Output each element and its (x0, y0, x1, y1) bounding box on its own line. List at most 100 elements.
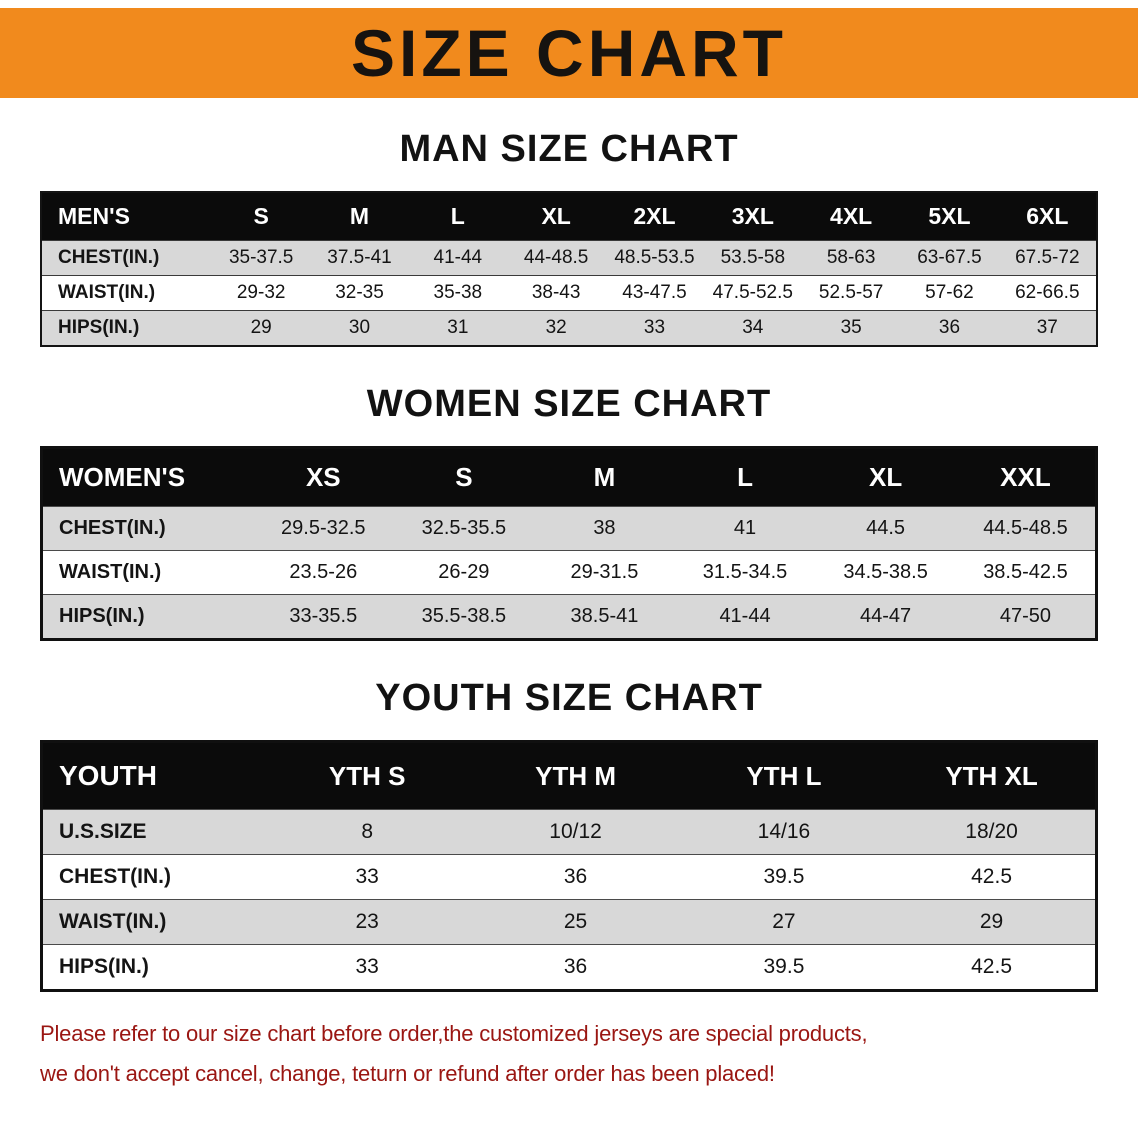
value-cell: 33 (643, 317, 666, 338)
value-cell: 29 (250, 317, 272, 338)
size-header-cell: 4XL (801, 192, 901, 241)
value-cell: 35 (840, 317, 862, 338)
row-label-cell: WAIST(IN.) (59, 561, 162, 583)
value-cell: 33-35.5 (289, 605, 358, 627)
table-row: WAIST(IN.) 23.5-26 26-29 29-31.5 31.5-34.5 34… (41, 550, 1097, 595)
value-cell: 42.5 (971, 955, 1012, 978)
value-cell: 14/16 (757, 820, 811, 843)
men-size-table: MEN'S S M L XL 2XL 3XL 4XL 5XL 6XL CHEST(IN.) 35-37… (40, 191, 1098, 347)
row-label-cell: HIPS(IN.) (59, 605, 145, 627)
value-cell: 39.5 (763, 865, 805, 888)
size-header-cell: XS (253, 447, 394, 507)
value-cell: 67.5-72 (1015, 247, 1080, 268)
value-cell: 44-47 (860, 605, 912, 627)
value-cell: 29.5-32.5 (281, 517, 366, 539)
value-cell: 38.5-42.5 (983, 561, 1068, 583)
value-cell: 27 (772, 910, 796, 933)
value-cell: 38-43 (531, 282, 581, 303)
value-cell: 42.5 (971, 865, 1012, 888)
value-cell: 41-44 (433, 247, 483, 268)
table-row: CHEST(IN.) 33 36 39.5 42.5 (41, 854, 1097, 900)
value-cell: 43-47.5 (622, 282, 687, 303)
value-cell: 34 (742, 317, 764, 338)
table-row: HIPS(IN.) 29 30 31 32 33 34 35 36 37 (41, 310, 1097, 346)
women-section-heading: WOMEN SIZE CHART (366, 383, 772, 425)
value-cell: 62-66.5 (1015, 282, 1080, 303)
value-cell: 48.5-53.5 (614, 247, 695, 268)
size-header-cell: 6XL (998, 192, 1097, 241)
value-cell: 44.5 (866, 517, 906, 539)
size-header-cell: 5XL (900, 192, 999, 241)
value-cell: 26-29 (438, 561, 490, 583)
row-label-cell: U.S.SIZE (59, 820, 147, 843)
value-cell: 53.5-58 (720, 247, 786, 268)
value-cell: 47.5-52.5 (712, 282, 793, 303)
size-header-cell: M (310, 192, 409, 241)
youth-section: YOUTH SIZE CHART YOUTH YTH S YTH M YTH L YTH… (0, 677, 1138, 992)
value-cell: 35-38 (433, 282, 483, 303)
value-cell: 58-63 (826, 247, 876, 268)
value-cell: 39.5 (763, 955, 805, 978)
value-cell: 18/20 (965, 820, 1018, 843)
value-cell: 33 (355, 865, 379, 888)
table-row: WAIST(IN.) 29-32 32-35 35-38 38-43 43-47.5 47.… (41, 275, 1097, 311)
value-cell: 25 (563, 910, 588, 933)
banner: SIZE CHART (0, 8, 1138, 98)
value-cell: 29-32 (236, 282, 286, 303)
value-cell: 8 (361, 820, 374, 843)
size-header-cell: YTH M (471, 741, 680, 810)
value-cell: 36 (563, 955, 588, 978)
table-header-row: WOMEN'S XS S M L XL XXL (41, 447, 1097, 507)
value-cell: 35.5-38.5 (421, 605, 507, 627)
value-cell: 36 (563, 865, 588, 888)
value-cell: 57-62 (925, 282, 974, 303)
women-section: WOMEN SIZE CHART WOMEN'S XS S M L XL XXL CHEST(… (0, 383, 1138, 641)
value-cell: 33 (355, 955, 379, 978)
size-header-cell: M (534, 447, 675, 507)
value-cell: 23.5-26 (289, 561, 358, 583)
value-cell: 44-48.5 (523, 247, 589, 268)
size-header-cell: XL (506, 192, 606, 241)
value-cell: 41-44 (719, 605, 771, 627)
table-row: WAIST(IN.) 23 25 27 29 (41, 899, 1097, 945)
value-cell: 29-31.5 (570, 561, 639, 583)
value-cell: 32-35 (335, 282, 384, 303)
disclaimer-line-1: Please refer to our size chart before or… (40, 1021, 868, 1046)
value-cell: 31.5-34.5 (702, 561, 788, 583)
value-cell: 30 (348, 317, 371, 338)
women-size-table: WOMEN'S XS S M L XL XXL CHEST(IN.) 29.5-32.5 32.5… (40, 446, 1098, 641)
row-label-cell: CHEST(IN.) (59, 517, 166, 539)
value-cell: 10/12 (549, 820, 602, 843)
page-title: SIZE CHART (351, 16, 787, 90)
value-cell: 41 (733, 517, 757, 539)
men-section: MAN SIZE CHART MEN'S S M L XL 2XL 3XL 4XL 5XL 6XL… (0, 128, 1138, 347)
row-label-cell: CHEST(IN.) (58, 247, 160, 268)
size-header-cell: 3XL (703, 192, 802, 241)
table-row: CHEST(IN.) 29.5-32.5 32.5-35.5 38 41 44.5 44.5… (41, 506, 1097, 551)
value-cell: 47-50 (999, 605, 1052, 627)
value-cell: 38 (593, 517, 616, 539)
value-cell: 23 (355, 910, 379, 933)
table-header-row: YOUTH YTH S YTH M YTH L YTH XL (41, 741, 1097, 810)
table-header-row: MEN'S S M L XL 2XL 3XL 4XL 5XL 6XL (41, 192, 1097, 241)
value-cell: 32 (545, 317, 567, 338)
value-cell: 52.5-57 (818, 282, 884, 303)
row-label-cell: WAIST(IN.) (59, 910, 167, 933)
row-label-cell: HIPS(IN.) (58, 317, 140, 338)
size-header-cell: S (212, 192, 311, 241)
value-cell: 31 (447, 317, 469, 338)
table-row: HIPS(IN.) 33 36 39.5 42.5 (41, 944, 1097, 991)
men-section-heading: MAN SIZE CHART (399, 128, 739, 170)
table-title-cell: YOUTH (41, 741, 263, 810)
table-title-cell: MEN'S (41, 192, 212, 241)
disclaimer: Please refer to our size chart before or… (40, 1018, 1098, 1090)
table-row: CHEST(IN.) 35-37.5 37.5-41 41-44 44-48.5 48.5… (41, 240, 1097, 276)
size-header-cell: L (674, 447, 816, 507)
value-cell: 35-37.5 (228, 247, 294, 268)
value-cell: 32.5-35.5 (421, 517, 507, 539)
value-cell: 63-67.5 (917, 247, 982, 268)
table-row: U.S.SIZE 8 10/12 14/16 18/20 (41, 809, 1097, 855)
size-header-cell: 2XL (605, 192, 704, 241)
value-cell: 37.5-41 (327, 247, 392, 268)
